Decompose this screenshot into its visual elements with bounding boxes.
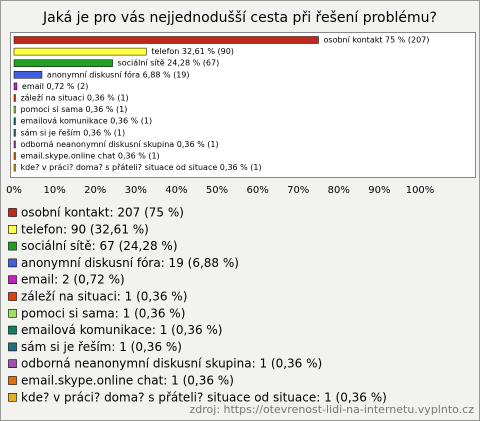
- legend-label: pomoci si sama: 1 (0,36 %): [21, 306, 185, 320]
- legend-swatch: [8, 342, 17, 352]
- legend-swatch: [8, 258, 17, 268]
- legend-label: záleží na situaci: 1 (0,36 %): [21, 290, 187, 304]
- plot-area: [10, 32, 476, 178]
- x-tick-label: 90%: [368, 185, 390, 196]
- value-label: sám si je řeším 0,36 % (1): [20, 127, 125, 137]
- legend-swatch: [8, 308, 17, 318]
- x-tick-label: 0%: [6, 185, 22, 196]
- bar: [13, 152, 16, 160]
- legend-swatch: [8, 225, 17, 234]
- bar: [13, 163, 16, 172]
- bar: [13, 59, 113, 67]
- x-tick-label: 60%: [246, 185, 268, 196]
- value-label: email 0,72 % (2): [22, 82, 88, 91]
- legend-swatch: [8, 292, 17, 301]
- x-tick-label: 100%: [406, 185, 435, 196]
- x-tick-label: 20%: [84, 185, 106, 196]
- value-label: kde? v práci? doma? s přáteli? situace o…: [20, 163, 261, 172]
- legend-label: sám si je řeším: 1 (0,36 %): [21, 340, 182, 354]
- legend-label: anonymní diskusní fóra: 19 (6,88 %): [21, 256, 239, 270]
- value-label: email.skype.online chat 0,36 % (1): [20, 152, 159, 161]
- legend-swatch: [8, 208, 17, 217]
- value-label: odborná neanonymní diskusní skupina 0,36…: [20, 140, 218, 149]
- legend-label: odborná neanonymní diskusní skupina: 1 (…: [21, 357, 322, 371]
- bar: [13, 105, 16, 114]
- legend-swatch: [8, 376, 17, 385]
- bar: [13, 129, 16, 137]
- bar: [13, 82, 18, 91]
- value-label: záleží na situaci 0,36 % (1): [20, 94, 128, 103]
- bar: [13, 36, 319, 44]
- legend-swatch: [8, 392, 17, 402]
- legend-label: osobní kontakt: 207 (75 %): [21, 206, 184, 220]
- value-label: telefon 32,61 % (90): [151, 47, 234, 56]
- legend-label: emailová komunikace: 1 (0,36 %): [21, 323, 222, 337]
- legend-swatch: [8, 241, 17, 251]
- legend-label: sociální sítě: 67 (24,28 %): [21, 239, 178, 253]
- value-label: anonymní diskusní fóra 6,88 % (19): [47, 69, 190, 79]
- x-tick-label: 50%: [206, 185, 228, 196]
- value-label: emailová komunikace 0,36 % (1): [20, 117, 152, 126]
- x-tick-label: 10%: [43, 185, 65, 196]
- bar: [13, 140, 16, 149]
- x-tick-label: 80%: [328, 185, 350, 196]
- bar: [13, 94, 16, 102]
- legend-swatch: [8, 325, 17, 335]
- bar: [13, 47, 147, 56]
- source: zdroj: https://otevrenost-lidi-na-intern…: [190, 403, 475, 416]
- x-tick-label: 30%: [125, 185, 147, 196]
- legend-label: email: 2 (0,72 %): [21, 273, 125, 287]
- chart-title: Jaká je pro vás nejjednodušší cesta při …: [42, 10, 437, 26]
- bar: [13, 117, 16, 125]
- legend-swatch: [8, 275, 17, 285]
- legend-label: telefon: 90 (32,61 %): [21, 222, 149, 236]
- value-label: pomoci si sama 0,36 % (1): [20, 105, 127, 114]
- legend-label: email.skype.online chat: 1 (0,36 %): [21, 374, 234, 388]
- legend-label: kde? v práci? doma? s přáteli? situace o…: [21, 390, 387, 404]
- x-tick-label: 40%: [165, 185, 187, 196]
- legend-swatch: [8, 359, 17, 369]
- value-label: osobní kontakt 75 % (207): [324, 36, 430, 45]
- value-label: sociální sítě 24,28 % (67): [118, 59, 220, 68]
- x-tick-label: 70%: [287, 185, 309, 196]
- bar: [13, 71, 43, 79]
